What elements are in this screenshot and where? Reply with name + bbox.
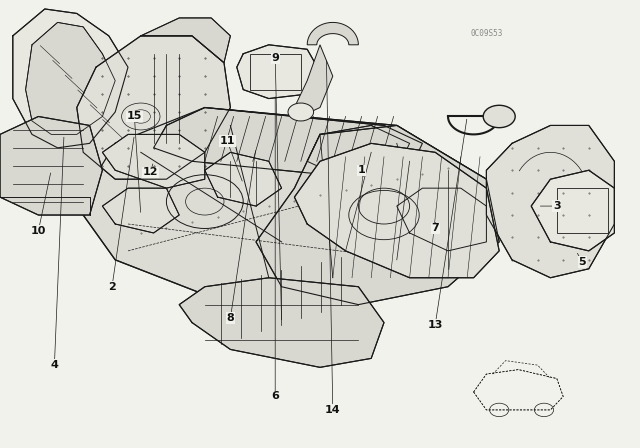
Polygon shape: [307, 22, 358, 45]
Text: 14: 14: [325, 405, 340, 415]
Polygon shape: [531, 170, 614, 251]
Text: 0C09S53: 0C09S53: [470, 29, 502, 38]
Text: 11: 11: [220, 136, 235, 146]
Text: 6: 6: [271, 392, 279, 401]
Circle shape: [483, 105, 515, 128]
Text: 13: 13: [428, 320, 443, 330]
Text: 4: 4: [51, 360, 58, 370]
Polygon shape: [102, 134, 205, 188]
Text: 12: 12: [143, 168, 158, 177]
Text: 7: 7: [431, 224, 439, 233]
Polygon shape: [77, 108, 486, 305]
Text: 1: 1: [358, 165, 365, 175]
Polygon shape: [294, 45, 333, 116]
Polygon shape: [237, 45, 320, 99]
Text: 8: 8: [227, 313, 234, 323]
Text: 3: 3: [553, 201, 561, 211]
Bar: [557, 188, 608, 233]
Polygon shape: [0, 116, 102, 215]
Polygon shape: [397, 188, 486, 251]
Polygon shape: [307, 125, 410, 179]
Text: 2: 2: [108, 282, 116, 292]
Polygon shape: [154, 108, 422, 179]
Text: 10: 10: [31, 226, 46, 236]
Text: 9: 9: [271, 53, 279, 63]
Polygon shape: [205, 152, 282, 206]
Text: 5: 5: [579, 257, 586, 267]
Polygon shape: [179, 278, 384, 367]
Polygon shape: [13, 9, 128, 148]
Polygon shape: [26, 22, 115, 134]
Polygon shape: [77, 36, 230, 179]
Polygon shape: [486, 125, 614, 278]
Polygon shape: [256, 125, 499, 305]
Circle shape: [288, 103, 314, 121]
Polygon shape: [102, 188, 179, 233]
Text: 15: 15: [127, 112, 142, 121]
Polygon shape: [294, 143, 499, 278]
Polygon shape: [141, 18, 230, 63]
